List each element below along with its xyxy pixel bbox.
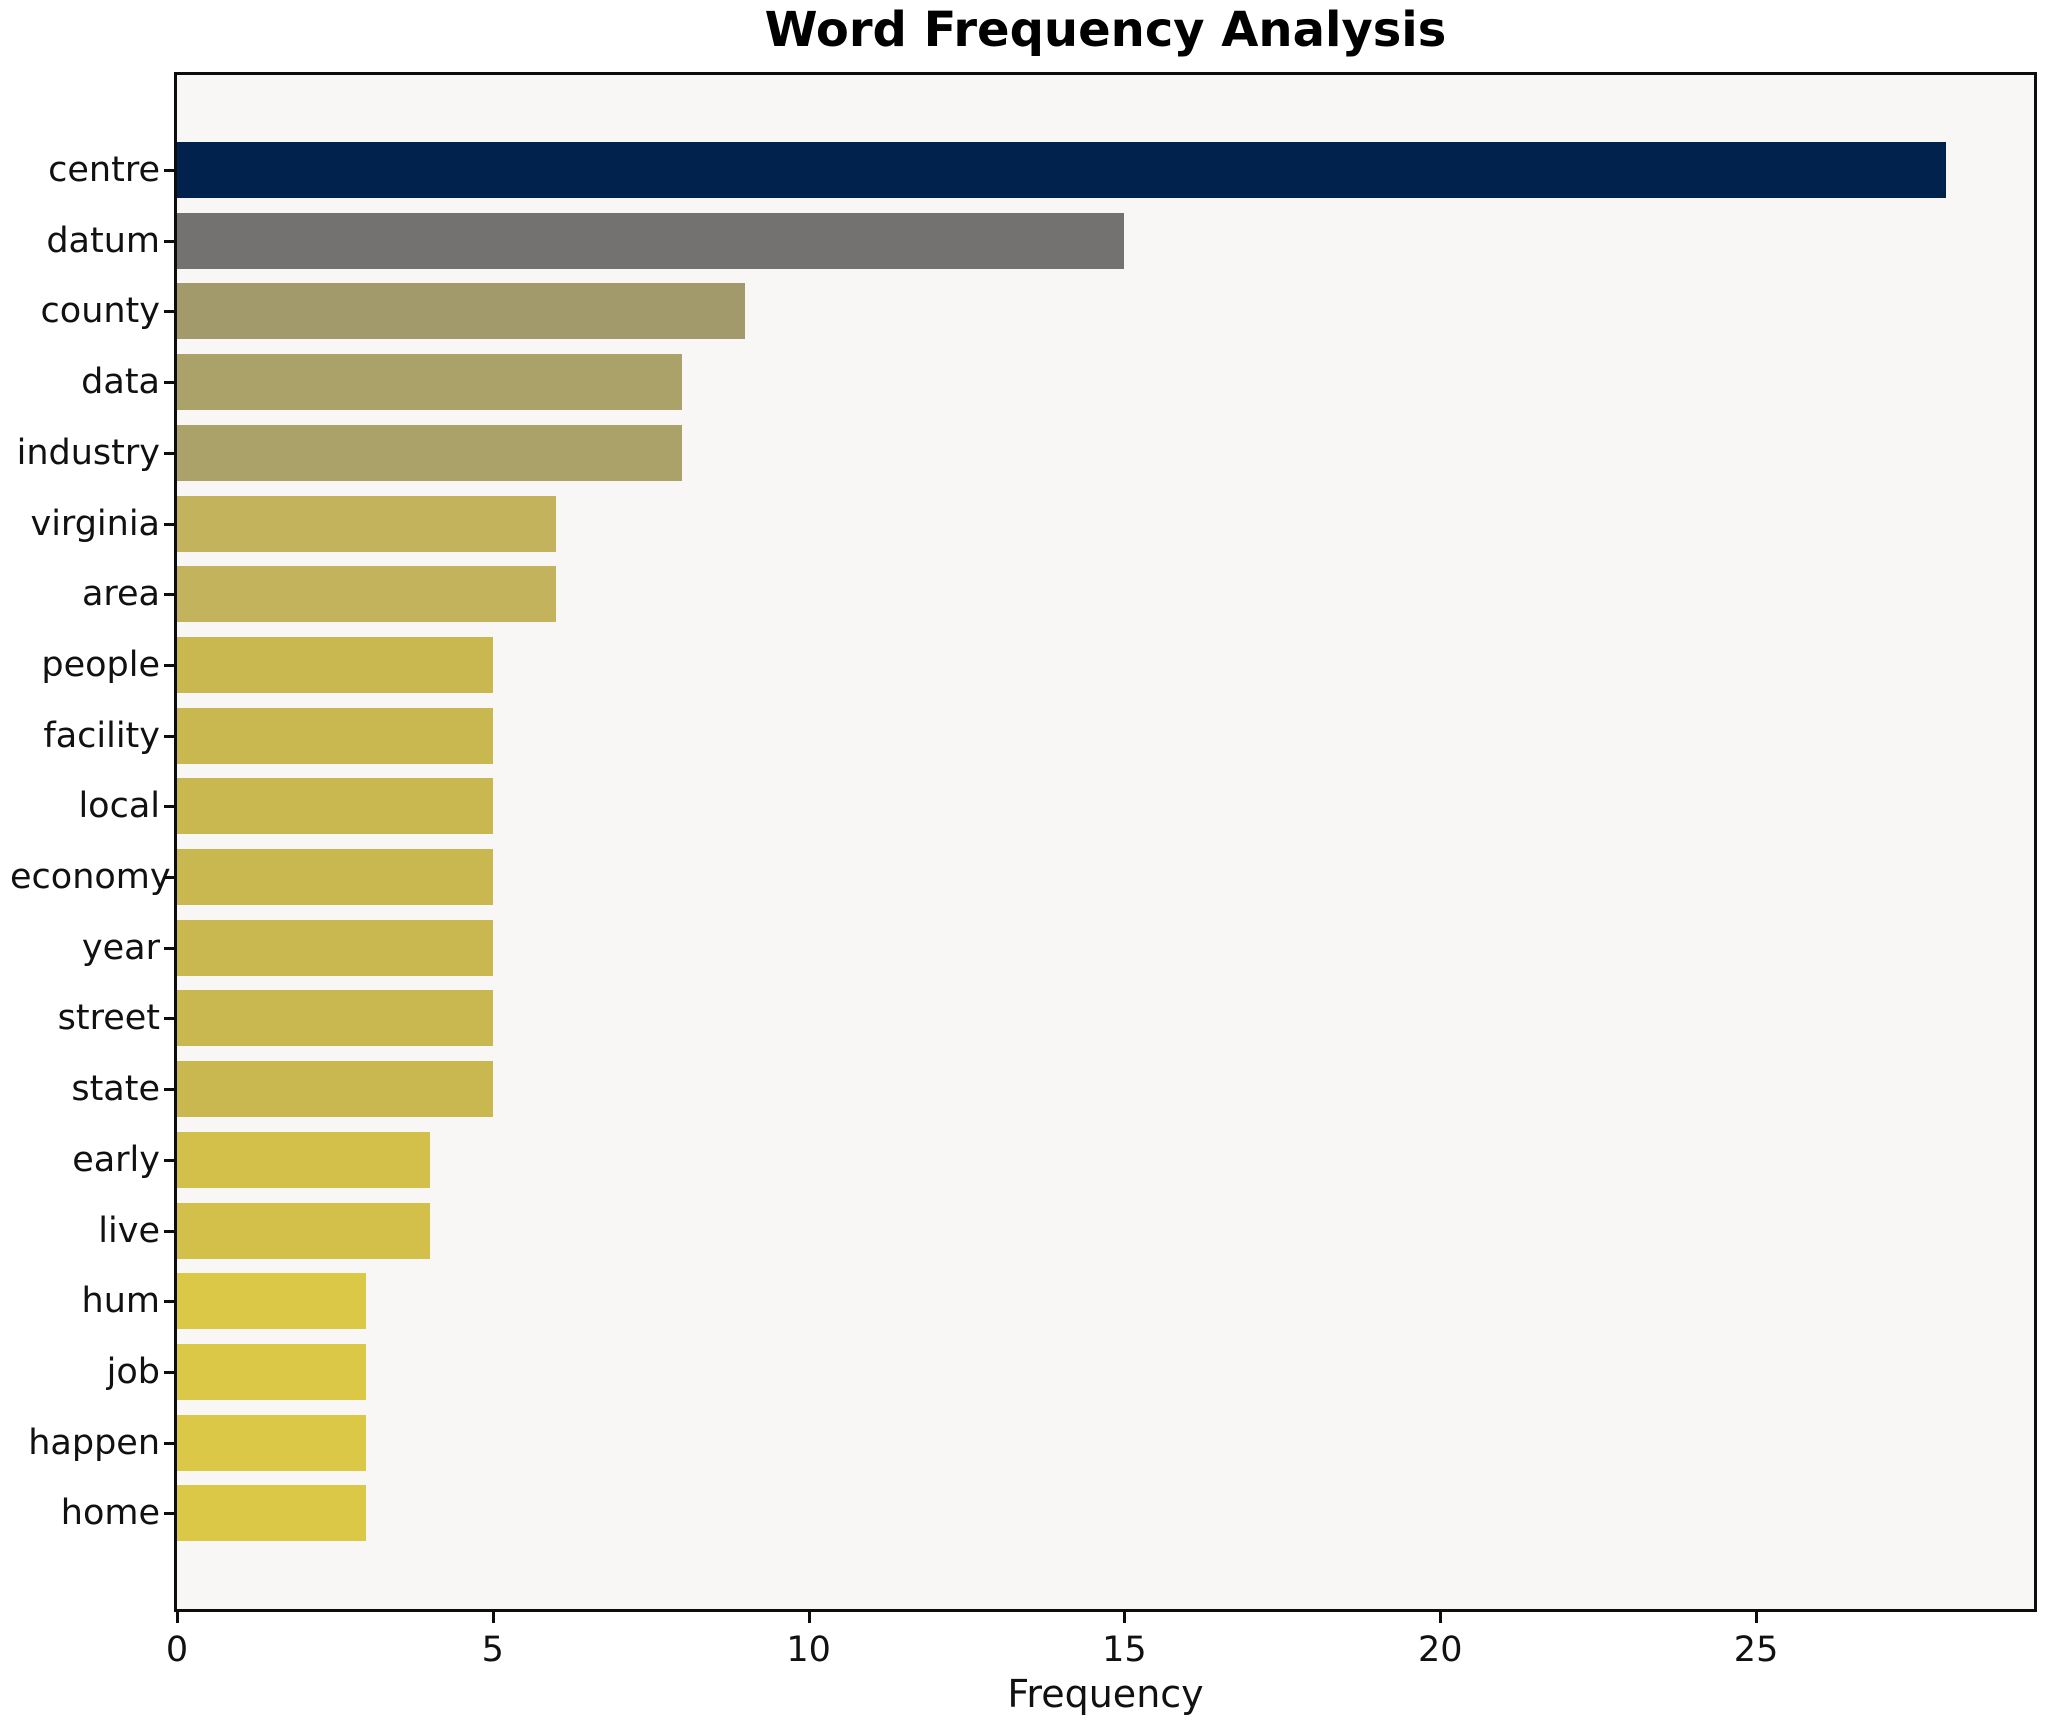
bar-local bbox=[177, 778, 493, 835]
y-tick-label-virginia: virginia bbox=[30, 503, 160, 544]
y-tick-label-happen: happen bbox=[28, 1422, 160, 1463]
y-tick-mark bbox=[164, 169, 174, 172]
chart-title: Word Frequency Analysis bbox=[764, 2, 1447, 58]
y-tick-label-industry: industry bbox=[16, 432, 160, 473]
y-tick-mark bbox=[164, 946, 174, 950]
bar-street bbox=[177, 990, 493, 1047]
x-tick-mark bbox=[491, 1612, 495, 1623]
y-tick-label-street: street bbox=[57, 998, 160, 1039]
y-tick-mark bbox=[164, 1158, 174, 1162]
y-tick-label-datum: datum bbox=[46, 220, 160, 261]
y-tick-mark bbox=[164, 663, 174, 667]
y-tick-label-centre: centre bbox=[48, 150, 160, 190]
bar-virginia bbox=[177, 495, 556, 552]
y-tick-label-job: job bbox=[106, 1351, 160, 1392]
bar-live bbox=[177, 1202, 430, 1259]
y-tick-label-early: early bbox=[72, 1139, 160, 1180]
y-tick-mark bbox=[164, 876, 174, 879]
y-tick-label-state: state bbox=[71, 1069, 160, 1110]
y-tick-label-local: local bbox=[78, 786, 160, 827]
y-tick-label-live: live bbox=[98, 1210, 160, 1251]
y-tick-label-economy: economy bbox=[10, 857, 171, 897]
x-tick-mark bbox=[176, 1612, 179, 1623]
y-tick-mark bbox=[164, 1441, 174, 1445]
x-tick-label-25: 25 bbox=[1733, 1630, 1779, 1670]
bar-home bbox=[177, 1485, 367, 1542]
y-tick-mark bbox=[164, 1088, 174, 1092]
bar-economy bbox=[177, 849, 493, 905]
y-tick-label-facility: facility bbox=[43, 715, 160, 756]
bar-state bbox=[177, 1061, 493, 1118]
y-tick-mark bbox=[164, 310, 174, 314]
bar-people bbox=[177, 636, 493, 693]
y-tick-label-area: area bbox=[81, 574, 160, 615]
y-tick-label-home: home bbox=[60, 1493, 160, 1534]
x-axis-label: Frequency bbox=[1007, 1672, 1204, 1716]
bar-hum bbox=[177, 1273, 367, 1330]
x-tick-mark bbox=[1755, 1612, 1759, 1623]
bar-data bbox=[177, 354, 683, 411]
bar-datum bbox=[177, 212, 1125, 269]
x-tick-label-10: 10 bbox=[786, 1630, 831, 1670]
x-tick-label-20: 20 bbox=[1417, 1630, 1463, 1670]
plot-area bbox=[174, 72, 2037, 1612]
y-tick-label-hum: hum bbox=[81, 1281, 160, 1322]
y-tick-label-county: county bbox=[40, 291, 160, 332]
x-tick-mark bbox=[807, 1612, 811, 1623]
bar-facility bbox=[177, 707, 493, 764]
bar-happen bbox=[177, 1414, 367, 1471]
y-tick-label-people: people bbox=[41, 644, 160, 685]
bar-county bbox=[177, 283, 746, 340]
y-tick-mark bbox=[164, 593, 174, 597]
x-tick-label-5: 5 bbox=[481, 1630, 504, 1670]
bar-job bbox=[177, 1343, 367, 1400]
y-tick-mark bbox=[164, 1229, 174, 1233]
bar-centre bbox=[177, 142, 1946, 198]
y-tick-mark bbox=[164, 1017, 174, 1021]
y-tick-mark bbox=[164, 1370, 174, 1374]
y-tick-mark bbox=[164, 451, 174, 455]
y-tick-mark bbox=[164, 805, 174, 809]
y-tick-mark bbox=[164, 239, 174, 243]
x-tick-label-15: 15 bbox=[1102, 1630, 1147, 1670]
x-tick-mark bbox=[1123, 1612, 1127, 1623]
y-tick-mark bbox=[164, 381, 174, 385]
bar-industry bbox=[177, 424, 683, 481]
bar-year bbox=[177, 919, 493, 976]
y-tick-mark bbox=[164, 1512, 174, 1516]
y-tick-label-year: year bbox=[81, 927, 160, 968]
bar-early bbox=[177, 1131, 430, 1188]
y-tick-mark bbox=[164, 734, 174, 738]
y-tick-mark bbox=[164, 522, 174, 526]
x-tick-mark bbox=[1439, 1612, 1443, 1623]
x-tick-label-0: 0 bbox=[165, 1630, 189, 1670]
y-tick-label-data: data bbox=[81, 362, 160, 403]
y-tick-mark bbox=[164, 1300, 174, 1304]
bar-area bbox=[177, 566, 556, 623]
